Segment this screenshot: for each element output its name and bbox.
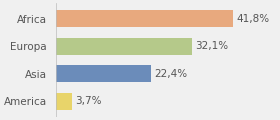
Bar	[56, 38, 192, 55]
Text: 32,1%: 32,1%	[196, 41, 229, 51]
Bar	[56, 93, 72, 110]
Bar	[56, 10, 233, 27]
Text: 41,8%: 41,8%	[237, 14, 270, 24]
Text: 3,7%: 3,7%	[75, 96, 102, 106]
Bar	[56, 65, 151, 82]
Text: 22,4%: 22,4%	[155, 69, 188, 79]
